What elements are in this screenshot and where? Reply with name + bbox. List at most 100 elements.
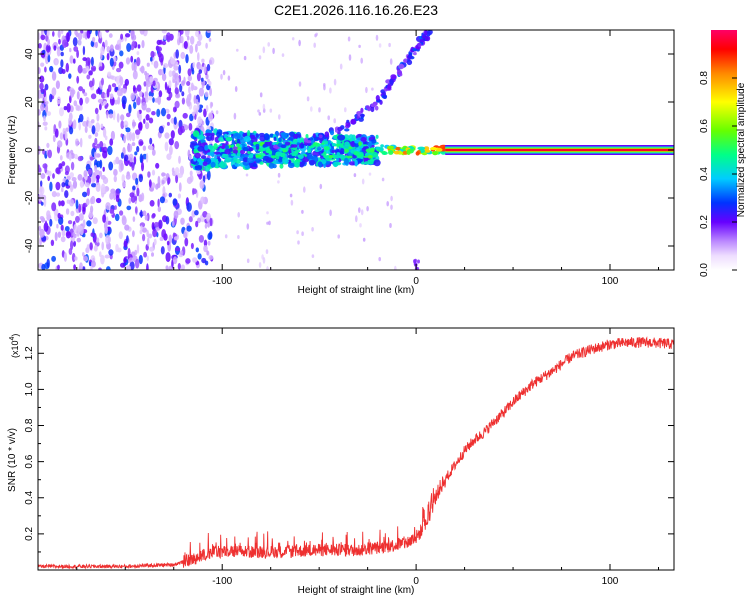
- broadband-blob: [199, 139, 206, 143]
- noise-blob: [258, 262, 262, 268]
- noise-blob: [358, 207, 361, 214]
- noise-blob: [149, 246, 155, 252]
- noise-blob: [79, 225, 84, 236]
- noise-blob: [347, 36, 351, 42]
- broadband-blob: [210, 161, 216, 168]
- noise-blob: [69, 172, 74, 178]
- noise-blob: [118, 231, 123, 240]
- noise-blob: [151, 169, 156, 176]
- noise-blob: [181, 80, 185, 86]
- noise-blob: [68, 116, 73, 126]
- noise-blob: [186, 176, 193, 185]
- broadband-blob: [210, 132, 215, 137]
- noise-blob: [259, 92, 263, 98]
- noise-blob: [168, 234, 172, 244]
- noise-blob: [90, 260, 96, 268]
- broadband-blob: [336, 157, 340, 163]
- noise-blob: [139, 67, 143, 72]
- noise-blob: [277, 180, 280, 184]
- noise-blob: [134, 151, 138, 156]
- drift-blob: [232, 146, 238, 150]
- noise-blob: [151, 111, 156, 116]
- noise-blob: [94, 41, 98, 49]
- noise-blob: [64, 226, 70, 232]
- noise-blob: [114, 44, 120, 51]
- noise-blob: [148, 145, 154, 151]
- noise-blob: [371, 87, 374, 91]
- noise-blob: [75, 199, 79, 210]
- noise-blob: [220, 73, 223, 80]
- noise-blob: [49, 93, 53, 103]
- broadband-hotspot: [322, 144, 326, 148]
- noise-blob: [75, 138, 79, 147]
- noise-blob: [143, 81, 147, 87]
- colorbar-ticks: 0.0 0.2 0.4 0.6 0.8: [699, 71, 737, 277]
- noise-blob: [168, 138, 174, 146]
- noise-blob: [52, 31, 55, 37]
- drift-blob: [375, 95, 380, 101]
- noise-blob: [89, 156, 94, 161]
- noise-blob: [106, 111, 109, 119]
- noise-blob: [297, 240, 300, 245]
- noise-blob: [186, 100, 191, 107]
- noise-blob: [100, 91, 106, 99]
- drift-blob: [306, 140, 312, 144]
- noise-blob: [104, 254, 110, 259]
- noise-blob: [146, 229, 149, 238]
- noise-blob: [91, 174, 96, 184]
- noise-blob: [181, 35, 184, 44]
- noise-blob: [289, 193, 293, 198]
- noise-blob: [40, 34, 46, 41]
- drift-blob: [242, 146, 249, 152]
- noise-blob: [125, 33, 131, 38]
- noise-blob: [130, 194, 136, 203]
- noise-blob: [105, 104, 108, 109]
- noise-blob: [109, 138, 114, 146]
- transition-blob: [379, 147, 384, 152]
- noise-blob: [84, 182, 90, 188]
- noise-blob: [266, 211, 269, 215]
- noise-blob: [154, 98, 159, 103]
- noise-blob: [131, 34, 137, 41]
- noise-blob: [172, 78, 176, 84]
- drift-blob: [229, 147, 233, 152]
- noise-blob: [76, 91, 80, 100]
- noise-blob: [47, 54, 51, 63]
- noise-blob: [390, 195, 393, 202]
- spectrogram-ytick-label: 0: [24, 147, 35, 153]
- broadband-blob: [279, 163, 284, 169]
- noise-blob: [177, 173, 183, 178]
- noise-blob: [82, 88, 86, 94]
- noise-blob: [92, 217, 98, 225]
- spectrogram-panel: -100 0 100 -40 -20 0 20 40 Height of straight l…: [7, 29, 675, 296]
- noise-blob: [41, 263, 46, 270]
- broadband-blob: [218, 161, 227, 169]
- snr-background: [38, 328, 674, 570]
- broadband-blob: [236, 138, 240, 144]
- broadband-blob: [192, 130, 200, 138]
- noise-blob: [128, 104, 132, 114]
- noise-blob: [237, 235, 240, 239]
- noise-blob: [165, 216, 170, 225]
- noise-blob: [126, 235, 129, 244]
- transition-blob: [393, 150, 400, 155]
- noise-blob: [56, 48, 61, 57]
- noise-blob: [164, 141, 169, 152]
- broadband-blob: [375, 134, 379, 139]
- noise-blob: [40, 201, 44, 206]
- noise-blob: [290, 199, 294, 206]
- broadband-hotspot: [323, 146, 330, 151]
- noise-blob: [318, 107, 321, 113]
- noise-blob: [136, 244, 140, 254]
- drift-blob: [412, 48, 417, 52]
- noise-blob: [158, 53, 164, 63]
- snr-frame: [37, 327, 675, 571]
- noise-blob: [348, 54, 352, 61]
- noise-blob: [136, 84, 142, 92]
- noise-blob: [60, 236, 66, 243]
- noise-blob: [150, 56, 153, 62]
- noise-blob: [109, 75, 114, 80]
- noise-blob: [136, 96, 141, 106]
- noise-blob: [136, 110, 140, 119]
- noise-blob: [87, 168, 93, 175]
